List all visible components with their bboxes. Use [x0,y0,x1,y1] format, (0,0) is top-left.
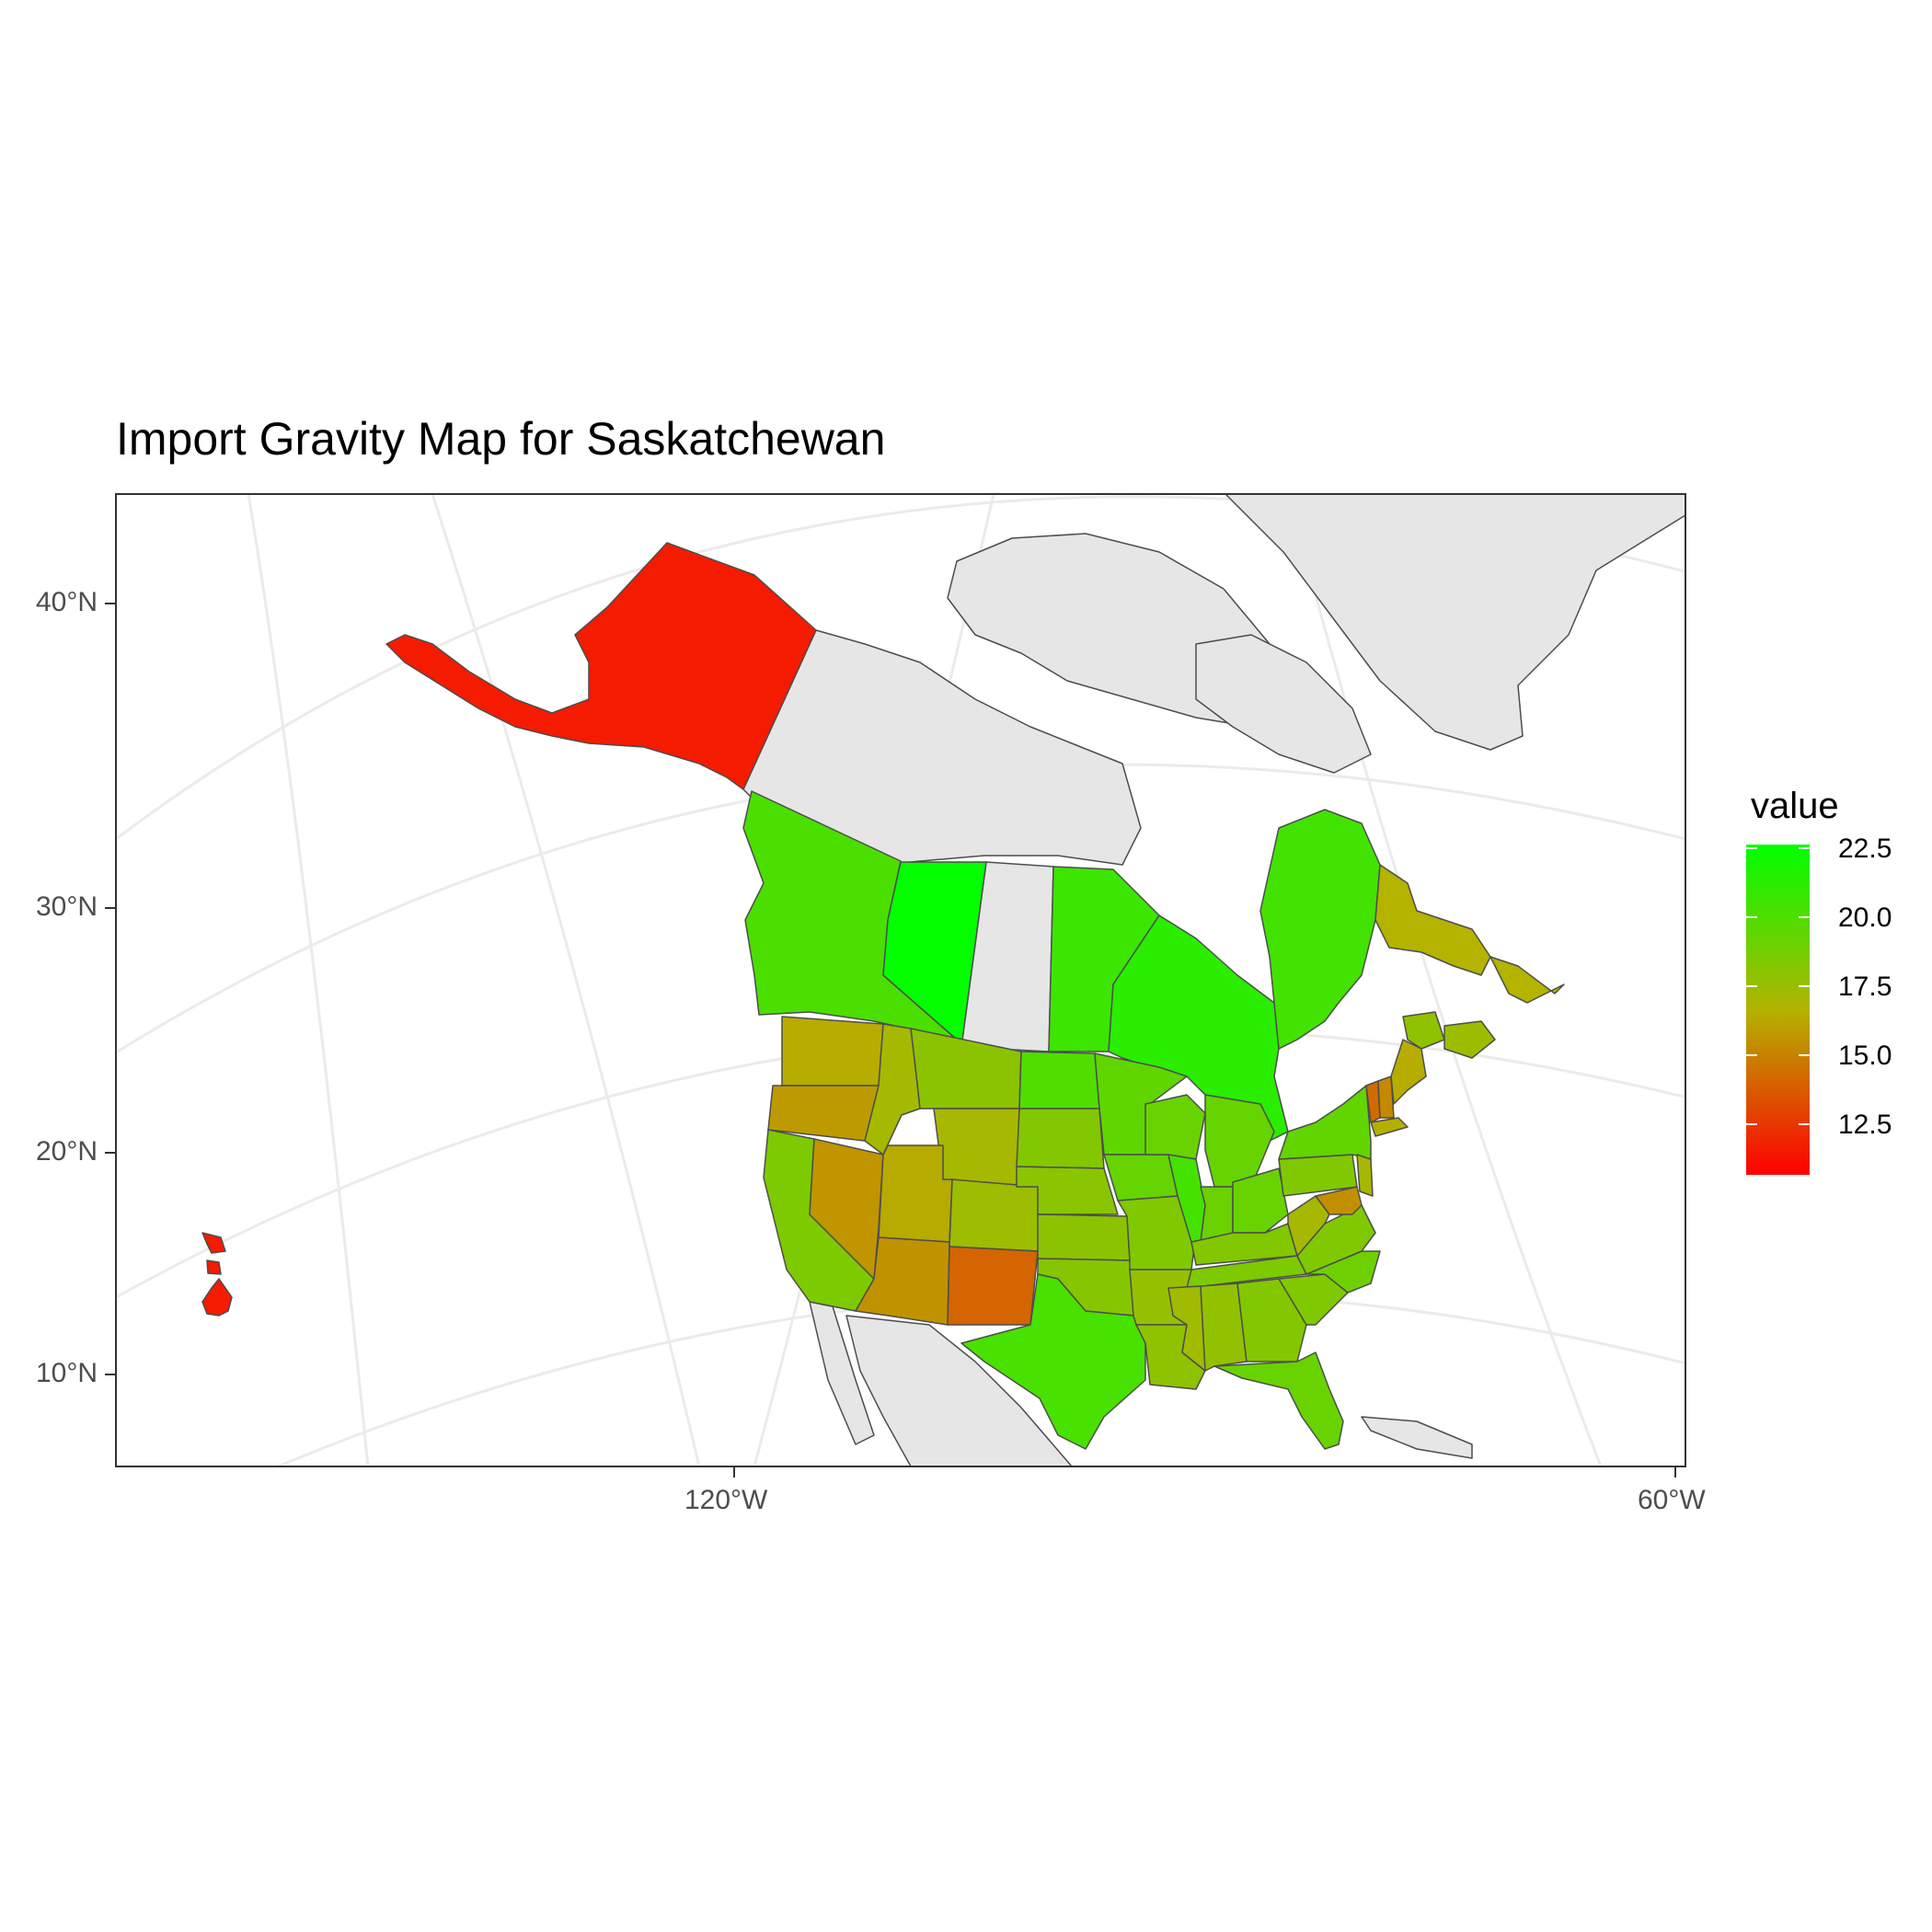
region-new-jersey [1356,1154,1374,1197]
x-axis-label-120w: 120°W [684,1485,768,1515]
region-alaska [385,542,817,790]
baffin-island-land [1195,634,1372,774]
region-newfoundland-and-labrador [1374,864,1491,976]
region-maine [1390,1039,1427,1105]
region-colorado [949,1179,1041,1252]
region-wisconsin [1144,1094,1206,1160]
region-washington [781,1016,884,1087]
region-texas [960,1273,1146,1450]
cuba-land [1361,1416,1473,1459]
region-maryland [1315,1186,1363,1215]
region-georgia [1236,1278,1307,1363]
graticule-parallel [37,1537,1748,1803]
graticule-meridian [431,494,701,1466]
region-hawaii [201,1232,226,1254]
region-hawaii [201,1278,233,1317]
greenland-land [1225,494,1685,751]
y-axis-label-30n: 30°N [35,891,98,922]
legend-label-17-5: 17.5 [1838,972,1892,1002]
region-new-mexico [947,1246,1039,1326]
legend-label-22-5: 22.5 [1838,834,1892,864]
legend-colorbar [1746,845,1810,1175]
region-south-dakota [1016,1108,1105,1169]
region-north-dakota [1018,1051,1100,1110]
region-newfoundland-and-labrador [1489,956,1565,1004]
region-new-hampshire [1377,1075,1395,1119]
legend-label-12-5: 12.5 [1838,1110,1892,1140]
region-florida [1213,1351,1344,1450]
region-hawaii [206,1259,222,1275]
region-massachusetts [1370,1117,1409,1137]
region-nova-scotia [1443,1020,1496,1059]
region-arizona [855,1236,950,1326]
map-panel-border [115,493,1686,1467]
legend-label-15-0: 15.0 [1838,1041,1892,1071]
legend-title: value [1751,786,1839,826]
y-axis-label-20n: 20°N [35,1136,98,1167]
region-new-brunswick [1402,1011,1445,1050]
region-alabama [1200,1282,1248,1372]
region-south-carolina [1278,1273,1349,1326]
chart-title: Import Gravity Map for Saskatchewan [116,413,886,465]
region-quebec [1259,809,1381,1050]
region-kansas [1037,1213,1131,1261]
region-wyoming [933,1108,1020,1188]
graticule-meridian [1286,494,1603,1466]
legend-ticks [1746,847,1810,1125]
x-axis-label-60w: 60°W [1638,1485,1706,1515]
region-new-york [1278,1085,1372,1160]
graticule-meridian [247,494,370,1466]
x-axis-ticks [733,1466,1676,1478]
y-axis-label-40n: 40°N [35,587,98,617]
y-axis-ticks [105,603,116,1375]
legend-label-20-0: 20.0 [1838,903,1892,933]
region-utah [878,1144,953,1243]
y-axis-label-10n: 10°N [35,1358,98,1388]
region-iowa [1103,1154,1179,1202]
mexico-land [845,1315,1073,1466]
region-ohio [1232,1167,1289,1234]
